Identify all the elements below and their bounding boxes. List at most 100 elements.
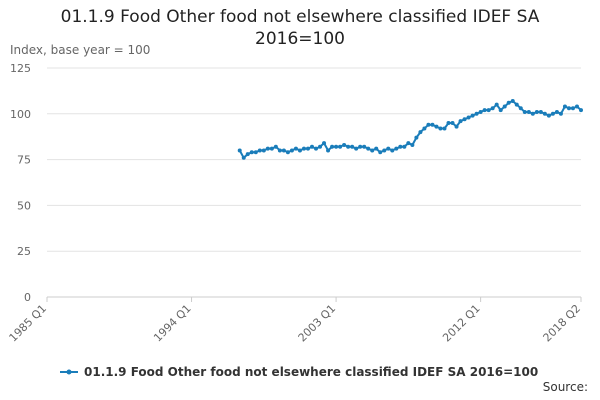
data-point [446,120,451,125]
data-point [285,150,290,155]
y-tick-label: 100 [10,108,31,121]
data-point [289,148,294,153]
legend-label: 01.1.9 Food Other food not elsewhere cla… [84,365,538,379]
y-tick-label: 25 [17,245,31,258]
x-tick-label: 2003 Q1 [296,302,339,345]
data-point [542,111,547,116]
data-point [450,120,455,125]
data-point [414,135,419,140]
y-tick-label: 75 [17,154,31,167]
data-point [346,144,351,149]
data-point [309,144,314,149]
data-point [390,148,395,153]
data-point [498,108,503,113]
data-point [579,108,583,113]
data-point [406,141,411,146]
data-point [486,108,491,113]
y-axis-label: Index, base year = 100 [10,43,150,57]
data-point [482,108,487,113]
y-tick-label: 50 [17,199,31,212]
data-point [265,146,270,151]
data-point [249,150,254,155]
data-point [358,144,363,149]
data-point [510,98,515,103]
data-point [530,111,535,116]
data-point [330,144,335,149]
data-point [281,148,286,153]
data-point [318,144,323,149]
data-point [305,146,310,151]
legend-marker [66,369,72,375]
x-tick-label: 2018 Q2 [541,302,584,345]
data-point [326,148,331,153]
data-point [297,148,302,153]
data-point [502,104,507,109]
data-point [534,109,539,114]
data-point [526,109,531,114]
data-point [273,144,278,149]
data-point [245,152,250,157]
data-point [322,141,327,146]
data-point [546,113,551,118]
x-tick-label: 1994 Q1 [151,302,194,345]
data-point [293,146,298,151]
data-point [518,106,523,111]
data-point [562,104,567,109]
data-point [410,142,415,147]
data-point [402,144,407,149]
data-point [374,146,379,151]
data-point [354,146,359,151]
data-point [538,109,543,114]
data-point [570,106,575,111]
data-point [241,155,246,160]
data-point [566,106,571,111]
data-point [422,126,427,131]
data-point [458,119,463,124]
data-point [366,146,371,151]
data-point [442,126,447,131]
data-point [494,102,499,107]
data-point [466,115,471,120]
data-point [261,148,266,153]
data-point [253,150,258,155]
data-point [269,146,274,151]
data-point [342,142,347,147]
data-point [474,111,479,116]
data-point [370,148,375,153]
data-point [434,124,439,129]
data-point [478,109,483,114]
data-point [378,150,383,155]
data-point [334,144,339,149]
data-point [470,113,475,118]
data-point [394,146,399,151]
data-point [277,148,282,153]
data-point [301,146,306,151]
x-tick-label: 2012 Q1 [440,302,483,345]
data-point [550,111,555,116]
data-point [558,111,563,116]
data-point [522,109,527,114]
y-tick-label: 0 [24,291,31,304]
data-point [382,148,387,153]
y-tick-label: 125 [10,62,31,75]
data-point [386,146,391,151]
chart-title: 01.1.9 Food Other food not elsewhere cla… [60,7,540,49]
data-point [418,130,423,135]
data-point [506,100,511,105]
data-point [490,106,495,111]
data-point [350,144,355,149]
data-point [454,124,459,129]
data-point [574,104,579,109]
data-point [314,146,319,151]
data-point [438,126,443,131]
data-point [237,148,242,153]
data-point [462,117,467,122]
data-point [362,144,367,149]
data-point [554,109,559,114]
data-point [426,122,431,127]
data-point [338,144,343,149]
data-point [430,122,435,127]
data-point [398,144,403,149]
